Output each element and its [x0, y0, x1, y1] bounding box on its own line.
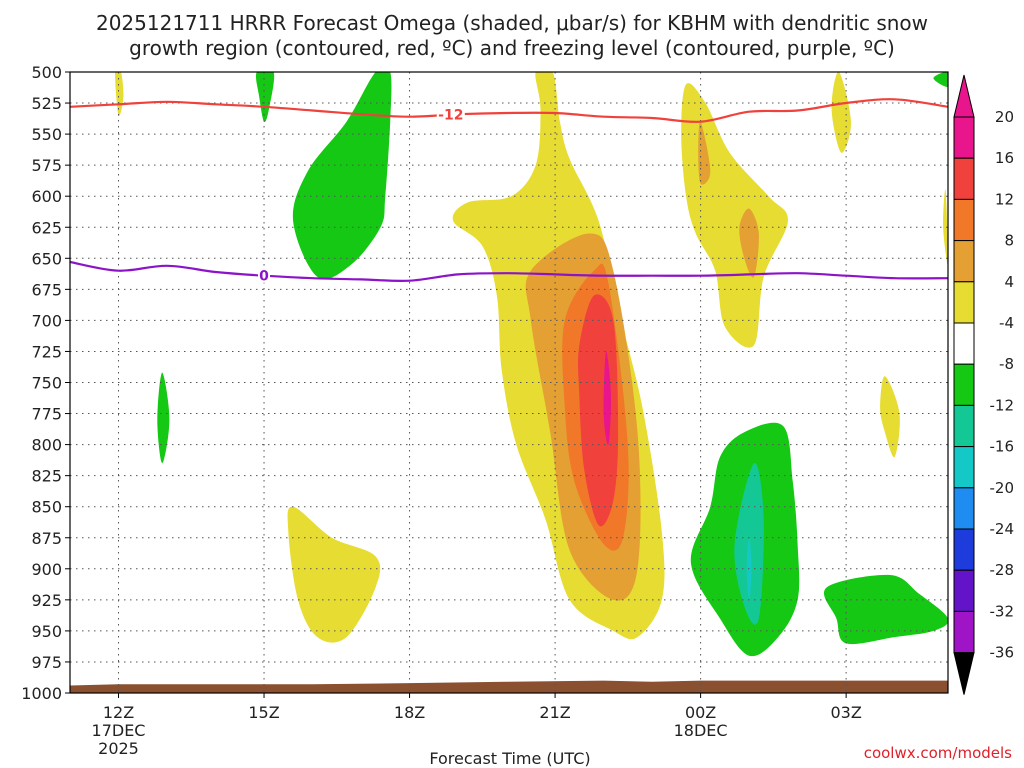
x-tick-year: 2025	[98, 739, 139, 758]
omega-region	[115, 72, 124, 117]
y-tick-label: 525	[31, 94, 62, 113]
ground-layer	[70, 680, 948, 693]
y-tick-label: 800	[31, 436, 62, 455]
colorbar-box	[953, 404, 975, 448]
colorbar-box	[953, 281, 975, 324]
contour-label: -12	[438, 108, 463, 124]
y-tick-label: 600	[31, 187, 62, 206]
omega-region	[933, 72, 948, 87]
omega-region	[255, 72, 275, 123]
y-tick-label: 850	[31, 498, 62, 517]
colorbar-box	[953, 610, 975, 654]
colorbar-bottom-arrow	[953, 652, 975, 695]
y-tick-label: 500	[31, 63, 62, 82]
colorbar-label: -4	[999, 314, 1014, 332]
y-tick-label: 750	[31, 374, 62, 393]
contour-line	[70, 98, 948, 123]
omega-region	[603, 351, 611, 445]
colorbar-label: 20	[995, 108, 1014, 126]
x-tick-label: 21Z	[539, 703, 570, 722]
colorbar-label: -16	[990, 438, 1015, 456]
y-tick-label: 725	[31, 342, 62, 361]
x-tick-label: 15Z	[248, 703, 279, 722]
omega-region	[698, 121, 711, 185]
y-tick-label: 650	[31, 249, 62, 268]
temperature-contours: -12 0	[70, 98, 948, 285]
x-tick-label: 03Z	[830, 703, 861, 722]
colorbar-label: 16	[995, 149, 1014, 167]
y-tick-label: 950	[31, 622, 62, 641]
x-tick-date: 18DEC	[674, 721, 728, 740]
colorbar-box	[953, 569, 975, 612]
grid-lines	[70, 72, 948, 693]
y-tick-label: 1000	[21, 684, 62, 703]
y-tick-label: 700	[31, 311, 62, 330]
colorbar-label: -36	[990, 644, 1015, 662]
y-tick-label: 550	[31, 125, 62, 144]
y-tick-label: 675	[31, 280, 62, 299]
colorbar-box	[953, 157, 975, 200]
colorbar-label: 4	[1004, 273, 1014, 291]
omega-region	[681, 83, 788, 348]
x-tick-label: 18Z	[394, 703, 425, 722]
colorbar-box	[953, 528, 975, 571]
y-tick-label: 825	[31, 467, 62, 486]
colorbar-label: 12	[995, 190, 1014, 208]
colorbar-box	[953, 116, 975, 159]
omega-region	[824, 574, 948, 645]
y-tick-label: 975	[31, 653, 62, 672]
omega-region	[943, 189, 948, 266]
x-tick-date: 17DEC	[92, 721, 146, 740]
omega-region	[292, 72, 392, 280]
colorbar-top-arrow	[953, 74, 975, 118]
ground-band	[70, 680, 948, 693]
colorbar-box	[953, 198, 975, 242]
colorbar-label: -28	[990, 561, 1015, 579]
omega-region	[578, 294, 619, 527]
contour-label-bg	[258, 268, 271, 283]
chart-title-line2: growth region (contoured, red, ºC) and f…	[129, 36, 895, 60]
colorbar-label: -20	[990, 479, 1015, 497]
chart-title-line1: 2025121711 HRRR Forecast Omega (shaded, …	[96, 11, 928, 35]
colorbar-label: -24	[990, 520, 1015, 538]
y-tick-label: 925	[31, 591, 62, 610]
y-tick-label: 875	[31, 529, 62, 548]
y-tick-label: 900	[31, 560, 62, 579]
x-tick-label: 12Z	[103, 703, 134, 722]
y-tick-label: 575	[31, 156, 62, 175]
colorbar-label: -32	[990, 602, 1015, 620]
contour-line	[70, 260, 948, 282]
axes: 500 525 550 575 600 625 650 675 700 725 750 775 800 8…	[21, 63, 949, 758]
colorbar-box	[953, 446, 975, 489]
contour-label: 0	[259, 269, 269, 285]
omega-region	[157, 372, 170, 464]
x-axis-label: Forecast Time (UTC)	[429, 749, 590, 768]
colorbar: 20 16 12 8 4 -4 -8 -12 -16 -20 -24 -28 -32 -36	[953, 74, 1015, 695]
colorbar-box	[953, 240, 975, 283]
omega-shading	[115, 72, 948, 657]
credit-link[interactable]: coolwx.com/models	[864, 744, 1012, 762]
contour-label-bg	[436, 107, 465, 122]
colorbar-label: -8	[999, 355, 1014, 373]
colorbar-box	[953, 363, 975, 406]
omega-region	[739, 208, 759, 278]
x-tick-label: 00Z	[685, 703, 716, 722]
colorbar-box	[953, 487, 975, 530]
colorbar-label: 8	[1004, 232, 1014, 250]
omega-region	[831, 72, 852, 153]
omega-region	[287, 506, 381, 643]
y-tick-label: 775	[31, 405, 62, 424]
colorbar-label: -12	[990, 396, 1015, 414]
colorbar-box	[953, 322, 975, 365]
y-tick-label: 625	[31, 218, 62, 237]
omega-region	[880, 376, 900, 458]
